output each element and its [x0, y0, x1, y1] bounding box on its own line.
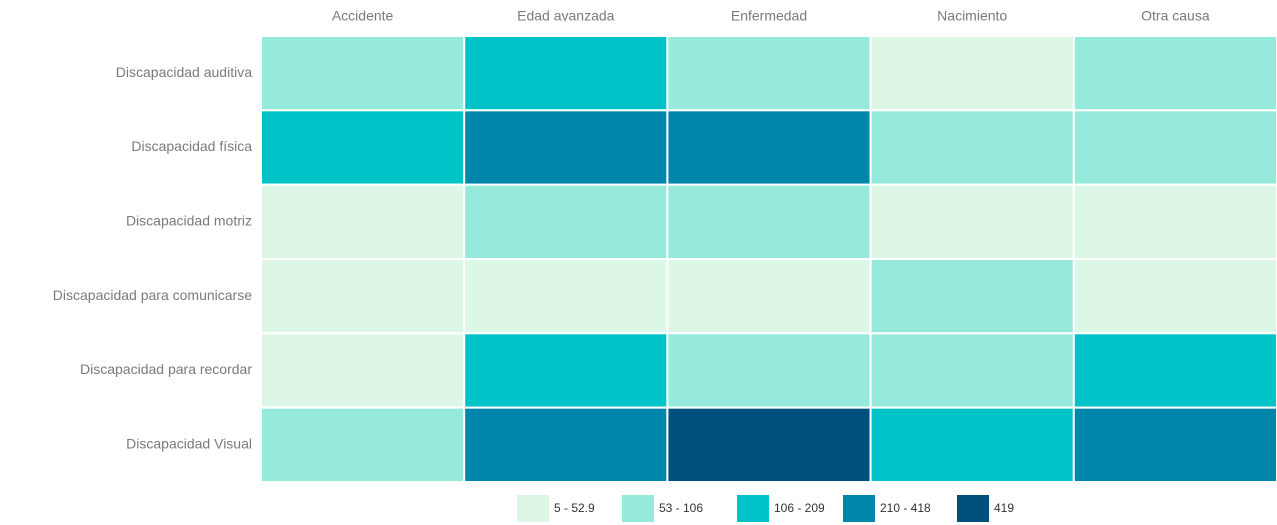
x-tick-label: Edad avanzada — [517, 8, 615, 24]
heatmap-cell — [666, 35, 872, 112]
heatmap-cell — [666, 406, 872, 483]
heatmap-cell — [1072, 406, 1277, 483]
heatmap-cell — [260, 183, 466, 261]
x-tick-label: Nacimiento — [937, 8, 1007, 24]
heatmap-cell — [463, 35, 669, 112]
legend-swatch — [843, 495, 875, 522]
legend-swatch — [737, 495, 769, 522]
heatmap-cell — [1072, 109, 1277, 186]
heatmap-cell — [666, 183, 872, 261]
heatmap-cell — [869, 35, 1075, 112]
heatmap-cell — [1072, 258, 1277, 335]
y-tick-label: Discapacidad Visual — [126, 436, 252, 452]
heatmap-cell — [869, 332, 1075, 409]
legend-swatch — [622, 495, 654, 522]
heatmap-cell — [260, 35, 466, 112]
heatmap-cell — [869, 183, 1075, 261]
y-tick-label: Discapacidad motriz — [126, 213, 252, 229]
heatmap-cell — [260, 258, 466, 335]
heatmap-cell — [666, 258, 872, 335]
heatmap-cell — [1072, 35, 1277, 112]
heatmap-cell — [869, 258, 1075, 335]
legend-swatch — [517, 495, 549, 522]
legend-label: 5 - 52.9 — [554, 501, 595, 515]
legend-label: 53 - 106 — [659, 501, 703, 515]
heatmap-cell — [463, 258, 669, 335]
heatmap-cell — [666, 332, 872, 409]
legend-label: 419 — [994, 501, 1014, 515]
legend-swatch — [957, 495, 989, 522]
legend-label: 210 - 418 — [880, 501, 931, 515]
heatmap-cell — [260, 406, 466, 483]
x-tick-label: Accidente — [332, 8, 394, 24]
x-tick-label: Enfermedad — [731, 8, 807, 24]
x-tick-label: Otra causa — [1141, 8, 1210, 24]
heatmap-cell — [869, 109, 1075, 186]
heatmap-cell — [869, 406, 1075, 483]
heatmap-cell — [463, 183, 669, 261]
heatmap-cell — [463, 406, 669, 483]
heatmap-cell — [1072, 332, 1277, 409]
legend-label: 106 - 209 — [774, 501, 825, 515]
heatmap-cell — [666, 109, 872, 186]
heatmap-cell — [260, 109, 466, 186]
y-tick-label: Discapacidad para recordar — [80, 361, 252, 377]
heatmap-cell — [260, 332, 466, 409]
y-tick-label: Discapacidad para comunicarse — [53, 287, 252, 303]
heatmap-cell — [1072, 183, 1277, 261]
heatmap-cell — [463, 109, 669, 186]
y-tick-label: Discapacidad auditiva — [116, 64, 252, 80]
y-tick-label: Discapacidad física — [131, 138, 252, 154]
heatmap-cell — [463, 332, 669, 409]
